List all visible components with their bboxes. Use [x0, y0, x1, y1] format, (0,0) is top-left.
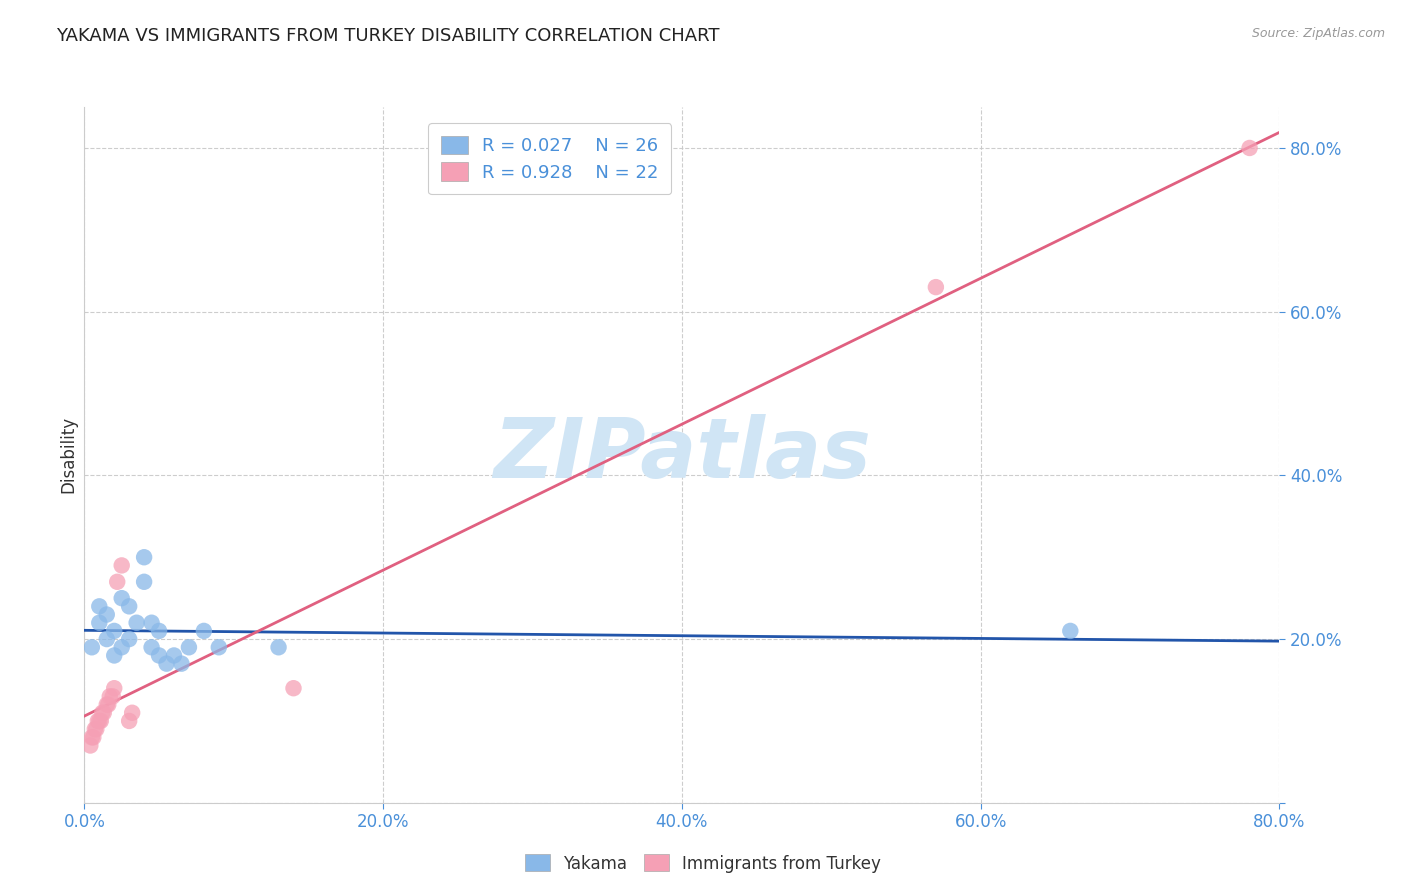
Text: Source: ZipAtlas.com: Source: ZipAtlas.com: [1251, 27, 1385, 40]
Point: [148, 624, 170, 638]
Point: [96, 698, 118, 712]
Point: [86, 722, 108, 736]
Y-axis label: Disability: Disability: [59, 417, 77, 493]
Point: [91, 706, 114, 720]
Point: [118, 599, 141, 614]
Text: ZIPatlas: ZIPatlas: [494, 415, 870, 495]
Point: [283, 681, 305, 696]
Point: [105, 574, 128, 589]
Point: [103, 648, 125, 663]
Point: [82, 731, 104, 745]
Point: [96, 632, 118, 646]
Point: [148, 648, 170, 663]
Point: [83, 722, 105, 736]
Point: [101, 690, 124, 704]
Point: [177, 640, 200, 655]
Legend: R = 0.027    N = 26, R = 0.928    N = 22: R = 0.027 N = 26, R = 0.928 N = 22: [427, 123, 671, 194]
Point: [103, 624, 125, 638]
Point: [208, 640, 231, 655]
Point: [193, 624, 215, 638]
Point: [111, 640, 134, 655]
Point: [93, 706, 115, 720]
Point: [925, 280, 948, 294]
Point: [87, 714, 110, 728]
Text: YAKAMA VS IMMIGRANTS FROM TURKEY DISABILITY CORRELATION CHART: YAKAMA VS IMMIGRANTS FROM TURKEY DISABIL…: [56, 27, 720, 45]
Point: [118, 632, 141, 646]
Point: [121, 706, 143, 720]
Point: [125, 615, 148, 630]
Point: [1059, 624, 1081, 638]
Point: [132, 550, 156, 565]
Point: [90, 714, 112, 728]
Legend: Yakama, Immigrants from Turkey: Yakama, Immigrants from Turkey: [519, 847, 887, 880]
Point: [89, 615, 111, 630]
Point: [96, 607, 118, 622]
Point: [141, 615, 163, 630]
Point: [111, 558, 134, 573]
Point: [97, 698, 120, 712]
Point: [118, 714, 141, 728]
Point: [170, 657, 193, 671]
Point: [103, 681, 125, 696]
Point: [80, 640, 103, 655]
Point: [89, 714, 111, 728]
Point: [111, 591, 134, 606]
Point: [79, 739, 101, 753]
Point: [1239, 141, 1261, 155]
Point: [80, 731, 103, 745]
Point: [89, 599, 111, 614]
Point: [98, 690, 121, 704]
Point: [267, 640, 290, 655]
Point: [132, 574, 156, 589]
Point: [155, 657, 177, 671]
Point: [163, 648, 186, 663]
Point: [141, 640, 163, 655]
